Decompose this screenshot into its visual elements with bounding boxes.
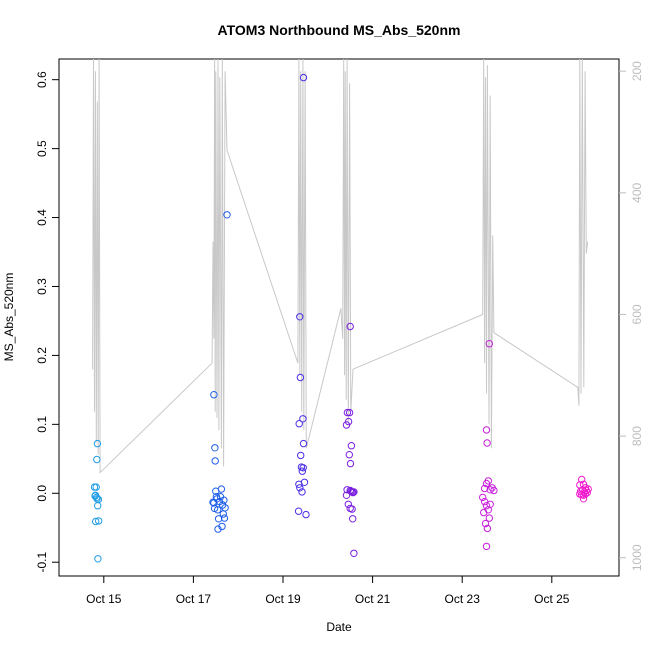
data-point	[350, 488, 358, 496]
data-point	[481, 519, 490, 528]
secondary-series-line	[92, 58, 589, 474]
points-layer	[90, 73, 592, 563]
data-point	[214, 506, 222, 514]
data-point	[220, 496, 228, 504]
data-point	[298, 467, 306, 475]
data-point	[296, 484, 304, 492]
data-point	[211, 444, 219, 452]
data-point	[93, 455, 101, 464]
plot-frame	[58, 58, 620, 577]
x-axis-label: Date	[326, 620, 352, 634]
data-point	[344, 417, 353, 426]
data-point	[344, 500, 352, 508]
x-tick-label: Oct 19	[265, 592, 301, 606]
data-point	[218, 522, 226, 531]
data-point	[219, 510, 228, 518]
data-point	[479, 493, 487, 502]
data-point	[210, 391, 218, 399]
y-tick-label: 0.3	[35, 278, 49, 295]
data-point	[578, 475, 586, 484]
data-point	[579, 495, 588, 503]
data-point	[345, 408, 354, 417]
data-point	[299, 464, 307, 472]
data-point	[94, 555, 102, 563]
y-axis: -0.1 0.0 0.1 0.2 0.3 0.4 0.5 0.6	[35, 71, 59, 573]
y-tick-label: 0.2	[35, 347, 49, 364]
data-point	[343, 408, 352, 417]
data-point	[299, 439, 308, 448]
data-point	[482, 542, 491, 551]
data-point	[296, 313, 304, 321]
data-point	[94, 502, 102, 510]
data-point	[299, 415, 307, 423]
data-point	[294, 507, 303, 515]
data-point	[482, 502, 491, 510]
data-point	[346, 459, 355, 468]
x-tick-label: Oct 25	[534, 592, 570, 606]
data-point	[349, 488, 357, 497]
data-point	[583, 488, 591, 497]
data-point	[486, 486, 494, 494]
data-point	[95, 517, 103, 525]
data-point	[350, 549, 358, 557]
data-point	[579, 480, 588, 488]
y-tick-label: 0.5	[35, 140, 49, 157]
data-point	[211, 457, 219, 465]
data-point	[581, 490, 590, 498]
y2-tick-label: 600	[630, 304, 644, 324]
x-tick-label: Oct 23	[445, 592, 481, 606]
data-point	[299, 73, 308, 82]
data-point	[217, 485, 226, 493]
y2-tick-label: 400	[630, 182, 644, 202]
data-point	[345, 451, 353, 459]
data-point	[483, 439, 491, 447]
data-point	[483, 524, 492, 533]
data-point	[221, 504, 229, 512]
x-tick-label: Oct 21	[355, 592, 391, 606]
data-point	[484, 477, 492, 485]
data-point	[298, 488, 306, 496]
data-point	[94, 495, 103, 504]
data-point	[480, 508, 488, 517]
y-tick-label: 0.1	[35, 416, 49, 433]
data-point	[295, 480, 303, 488]
data-point	[480, 484, 489, 493]
y-axis-label: MS_Abs_520nm	[2, 273, 16, 362]
data-point	[220, 514, 229, 522]
y-tick-label: 0.0	[35, 485, 49, 502]
data-point	[223, 211, 231, 219]
data-point	[349, 515, 357, 523]
data-point	[297, 451, 305, 460]
data-point	[490, 486, 498, 495]
y-tick-label: 0.6	[35, 71, 49, 88]
y-tick-label: 0.4	[35, 209, 49, 226]
data-point	[296, 373, 305, 382]
data-point	[485, 340, 493, 348]
chart-title: ATOM3 Northbound MS_Abs_520nm	[218, 22, 461, 38]
data-point	[346, 322, 354, 331]
y2-tick-label: 800	[630, 426, 644, 446]
x-tick-label: Oct 17	[176, 592, 212, 606]
data-point	[347, 487, 355, 495]
data-point	[342, 491, 351, 499]
data-point	[93, 439, 102, 448]
data-point	[482, 426, 491, 434]
x-axis: Oct 15 Oct 17 Oct 19 Oct 21 Oct 23 Oct 25	[86, 576, 570, 606]
data-point	[302, 510, 310, 519]
data-point	[486, 500, 494, 508]
data-point	[92, 483, 100, 491]
data-point	[295, 420, 303, 428]
y2-tick-label: 200	[630, 61, 644, 81]
secondary-series-layer	[92, 58, 589, 474]
data-point	[347, 442, 356, 450]
y-tick-label: -0.1	[35, 552, 49, 573]
x-tick-label: Oct 15	[86, 592, 122, 606]
y2-axis: 200 400 600 800 1000	[619, 61, 644, 571]
data-point	[485, 514, 493, 522]
data-point	[343, 486, 351, 494]
data-point	[92, 517, 100, 526]
data-point	[348, 505, 356, 513]
y2-tick-label: 1000	[630, 544, 644, 571]
